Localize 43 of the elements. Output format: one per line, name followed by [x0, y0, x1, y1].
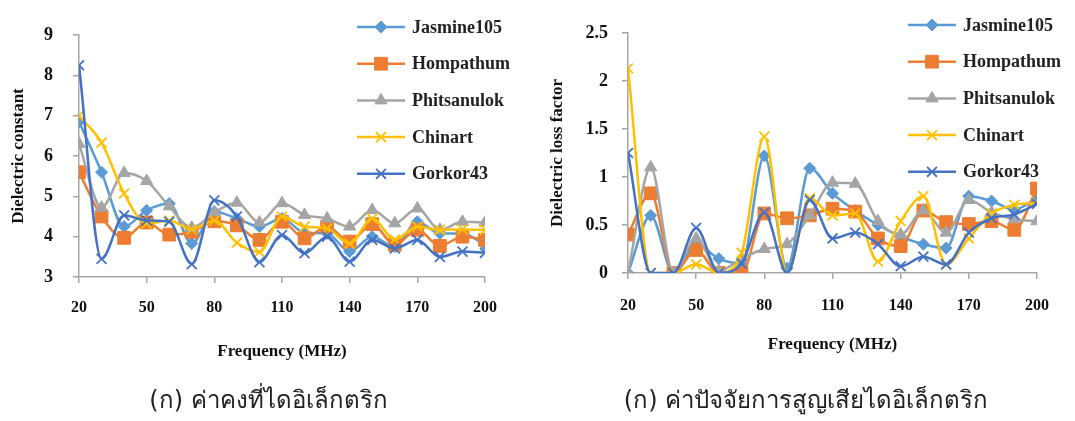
y-tick-label: 1	[599, 165, 608, 186]
y-tick-label: 9	[44, 23, 53, 44]
y-tick-label: 1.5	[585, 117, 608, 138]
x-tick-label: 110	[820, 295, 845, 313]
x-tick-label: 140	[337, 297, 362, 315]
x-tick-label: 20	[71, 297, 87, 315]
y-tick-label: 5	[44, 184, 53, 205]
legend-label: Jasmine105	[411, 16, 502, 37]
x-tick-label: 20	[620, 295, 636, 313]
y-tick-label: 8	[44, 63, 53, 84]
x-tick-label: 80	[206, 297, 223, 315]
legend-label: Jasmine105	[962, 14, 1053, 35]
y-tick-label: 0.5	[585, 213, 608, 234]
legend-label: Hompathum	[962, 51, 1062, 72]
text: (ก) ค่าคงที่ไดอิเล็กตริก	[148, 385, 389, 415]
legend-label: Gorkor43	[411, 163, 488, 184]
legend-label: Gorkor43	[962, 161, 1039, 182]
y-tick-label: 6	[44, 144, 53, 165]
x-tick-label: 50	[138, 297, 155, 315]
y-axis-title: Dielectric constant	[7, 87, 27, 224]
y-tick-label: 2.5	[585, 21, 608, 42]
y-tick-label: 3	[44, 265, 53, 286]
x-tick-label: 140	[888, 295, 913, 313]
legend-label: Hompathum	[411, 53, 511, 74]
x-axis-title: Frequency (MHz)	[217, 341, 347, 361]
y-tick-label: 2	[599, 69, 608, 90]
legend-label: Chinart	[411, 126, 473, 147]
y-axis-title: Dielectric loss factor	[546, 78, 566, 228]
x-tick-label: 200	[473, 297, 497, 315]
y-tick-label: 7	[44, 104, 53, 125]
x-tick-label: 110	[270, 297, 294, 315]
x-tick-label: 170	[956, 295, 981, 313]
x-tick-label: 80	[756, 295, 773, 313]
legend-label: Phitsanulok	[411, 90, 505, 111]
y-tick-label: 4	[44, 225, 53, 246]
legend-label: Chinart	[962, 124, 1024, 145]
x-tick-label: 50	[688, 295, 705, 313]
legend-label: Phitsanulok	[962, 88, 1056, 109]
x-axis-title: Frequency (MHz)	[767, 334, 898, 354]
x-tick-label: 170	[405, 297, 430, 315]
text: (ก) ค่าปัจจัยการสูญเสียไดอิเล็กตริก	[622, 385, 990, 415]
x-tick-label: 200	[1025, 295, 1049, 313]
y-tick-label: 0	[599, 261, 608, 282]
